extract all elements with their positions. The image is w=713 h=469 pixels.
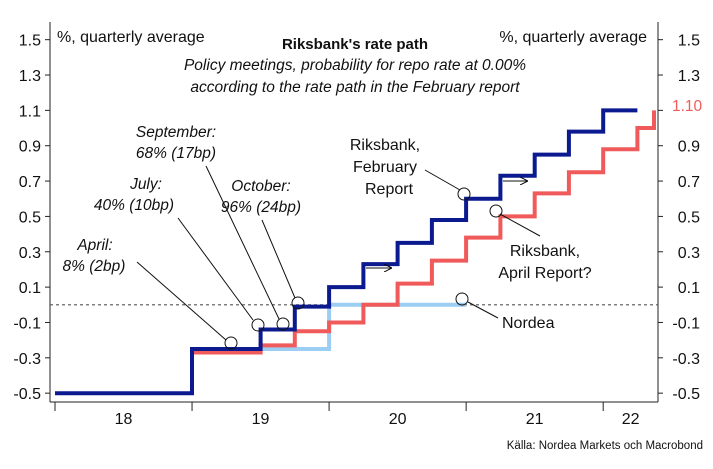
marker-circle-february (457, 187, 471, 201)
leader-line-april-report (499, 213, 541, 237)
annotation-text: July: (129, 176, 162, 193)
y-tick-label-right: 0.9 (678, 139, 700, 156)
marker-circle-july (251, 318, 265, 332)
series-line-riksbank-april-report (192, 110, 656, 355)
unit-label-left: %, quarterly average (57, 29, 205, 46)
annotation-text: February (353, 159, 417, 176)
leader-line-october (261, 219, 296, 299)
annotation-text: 68% (17bp) (136, 145, 216, 162)
annotation-riksbank-february: Riksbank, February Report (350, 137, 420, 198)
y-tick-label-left: 1.1 (19, 103, 41, 120)
annotation-text: Riksbank, (350, 137, 420, 154)
series-line-riksbank-february-report (55, 108, 638, 396)
annotation-riksbank-april: Riksbank, April Report? (498, 243, 591, 282)
marker-circle-october (291, 296, 305, 310)
annotation-leaders (136, 165, 541, 350)
y-tick-label-left: 0.1 (19, 280, 41, 297)
x-axis-ticks: 18 19 20 21 22 (54, 402, 640, 428)
y-axis-left-ticks: -0.5 -0.3 -0.1 0.1 0.3 0.5 0.7 0.9 1.1 1.3 1.5 (13, 33, 50, 403)
marker-circle-september (276, 317, 290, 331)
leader-line-nordea (467, 301, 499, 319)
leader-line-april (136, 261, 227, 341)
annotation-september: September: 68% (17bp) (136, 124, 216, 162)
chart-title: Riksbank's rate path (282, 36, 428, 53)
annotation-october: October: 96% (24bp) (221, 178, 301, 216)
y-tick-label-right: 0.3 (678, 245, 700, 262)
y-tick-label-left: -0.5 (13, 386, 41, 403)
leader-line-february (424, 169, 461, 191)
x-tick-label: 21 (526, 411, 544, 428)
y-tick-label-left: 0.7 (19, 174, 41, 191)
y-tick-label-left: -0.1 (13, 315, 41, 332)
chart-subtitle-line-1: Policy meetings, probability for repo ra… (184, 57, 526, 74)
annotation-text: April Report? (498, 265, 591, 282)
annotation-april: April: 8% (2bp) (63, 237, 126, 275)
x-tick-label: 22 (622, 411, 640, 428)
marker-circle-april (224, 336, 238, 350)
annotation-text: 96% (24bp) (221, 199, 301, 216)
y-tick-label-right: -0.1 (672, 315, 700, 332)
y-tick-label-right: -0.5 (672, 386, 700, 403)
annotation-text: 40% (10bp) (94, 197, 174, 214)
series-layer (55, 108, 656, 396)
x-tick-label: 18 (115, 411, 133, 428)
annotation-text: September: (136, 124, 216, 141)
y-tick-label-right: 0.7 (678, 174, 700, 191)
annotation-text: Riksbank, (510, 243, 580, 260)
x-tick-label: 19 (252, 411, 270, 428)
y-tick-label-left: 1.3 (19, 68, 41, 85)
y-tick-label-left: 0.5 (19, 209, 41, 226)
annotation-text: April: (76, 237, 112, 254)
y-tick-label-left: 0.3 (19, 245, 41, 262)
leader-line-july (177, 217, 254, 321)
y-tick-label-left: 0.9 (19, 139, 41, 156)
x-tick-label: 20 (389, 411, 407, 428)
leader-line-september (205, 165, 280, 320)
y-axis-right-ticks: -0.5 -0.3 -0.1 0.1 0.3 0.5 0.7 0.9 1.3 1.5 (658, 33, 700, 403)
y-tick-label-right: 0.1 (678, 280, 700, 297)
chart-subtitle-line-2: according to the rate path in the Februa… (190, 79, 520, 96)
y-tick-label-left: 1.5 (19, 33, 41, 50)
annotation-text: October: (231, 178, 290, 195)
marker-circle-april-report (489, 204, 503, 218)
annotation-text: 8% (2bp) (63, 258, 126, 275)
y-tick-label-left: -0.3 (13, 351, 41, 368)
marker-circle-nordea (455, 292, 469, 306)
annotation-july: July: 40% (10bp) (94, 176, 174, 214)
y-tick-label-right: -0.3 (672, 351, 700, 368)
y-tick-label-right: 1.3 (678, 68, 700, 85)
annotation-nordea: Nordea (502, 315, 555, 332)
unit-label-right: %, quarterly average (499, 29, 647, 46)
y-tick-label-right: 0.5 (678, 209, 700, 226)
y-tick-label-right: 1.5 (678, 33, 700, 50)
annotation-text: Report (365, 181, 414, 198)
end-value-label: 1.10 (672, 98, 703, 115)
source-note: Källa: Nordea Markets och Macrobond (507, 440, 703, 452)
